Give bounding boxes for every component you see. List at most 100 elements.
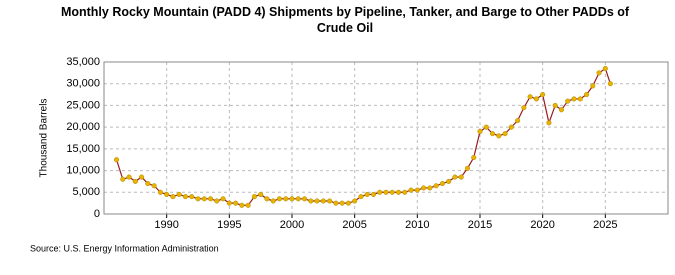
data-point	[533, 96, 539, 102]
data-point	[170, 194, 176, 200]
data-point	[489, 131, 496, 137]
y-tick-label: 5,000	[72, 186, 100, 198]
data-point	[596, 70, 602, 76]
data-line	[115, 67, 611, 206]
data-point	[602, 65, 608, 72]
data-point	[157, 189, 163, 195]
data-point	[145, 181, 151, 187]
data-point	[383, 189, 389, 195]
source: Source: U.S. Energy Information Administ…	[30, 243, 219, 253]
data-point	[327, 198, 333, 204]
data-point	[270, 198, 276, 204]
data-point	[301, 196, 308, 202]
data-point	[239, 202, 245, 208]
data-point	[314, 198, 320, 204]
data-point	[220, 196, 226, 202]
data-point	[558, 107, 565, 113]
y-tick-label: 25,000	[66, 99, 100, 111]
data-point	[527, 94, 533, 100]
data-point	[320, 198, 326, 204]
data-point	[295, 196, 301, 202]
data-point	[207, 196, 214, 202]
data-point	[370, 191, 377, 198]
data-point	[377, 189, 383, 195]
data-point	[577, 96, 583, 102]
data-point	[389, 189, 395, 195]
data-point	[339, 200, 345, 206]
data-point	[214, 198, 220, 204]
data-point	[565, 98, 571, 104]
data-point	[521, 105, 527, 111]
y-tick-label: 0	[94, 208, 100, 220]
data-point	[226, 200, 232, 206]
data-point	[352, 198, 358, 204]
y-tick-label: 30,000	[66, 78, 100, 90]
data-point	[245, 202, 251, 208]
data-point	[414, 187, 420, 193]
data-point	[289, 196, 295, 202]
data-point	[446, 178, 452, 184]
data-point	[408, 187, 414, 193]
data-point	[132, 178, 138, 184]
data-point	[201, 196, 207, 202]
data-point	[458, 174, 464, 180]
y-tick-label: 20,000	[66, 121, 100, 133]
plot-frame	[103, 61, 669, 215]
data-point	[113, 157, 120, 163]
data-point	[590, 83, 596, 89]
data-point	[477, 128, 483, 135]
x-tick-label: 2015	[468, 219, 492, 231]
data-point	[395, 189, 402, 195]
data-point	[552, 102, 558, 108]
data-point	[546, 120, 552, 126]
x-tick-label: 2000	[280, 219, 304, 231]
data-point	[540, 92, 546, 98]
data-point	[508, 124, 514, 130]
data-point	[433, 183, 439, 189]
data-point	[496, 133, 502, 139]
data-point	[502, 131, 508, 137]
data-point	[427, 185, 433, 191]
data-point	[120, 176, 126, 182]
data-point	[345, 200, 351, 206]
data-point	[151, 183, 157, 189]
data-point	[483, 124, 489, 130]
x-tick-label: 2020	[530, 219, 554, 231]
data-point	[515, 118, 521, 124]
data-point	[471, 154, 477, 161]
data-point	[358, 194, 364, 200]
data-point	[583, 92, 590, 98]
data-point	[189, 194, 195, 200]
data-point	[195, 196, 201, 202]
data-point	[164, 191, 170, 198]
data-point	[333, 200, 339, 206]
data-point	[464, 165, 471, 171]
x-tick-label: 2010	[405, 219, 429, 231]
data-point	[176, 191, 182, 198]
y-tick-label: 35,000	[66, 56, 100, 68]
data-point	[233, 200, 239, 206]
data-point	[251, 194, 257, 200]
y-axis-label: Thousand Barrels	[39, 99, 50, 178]
data-point	[402, 189, 408, 195]
y-tick-label: 15,000	[66, 143, 100, 155]
data-point	[439, 181, 445, 187]
data-point	[571, 96, 577, 102]
data-point	[308, 198, 314, 204]
chart-title: Monthly Rocky Mountain (PADD 4) Shipment…	[60, 5, 630, 35]
data-point	[283, 196, 289, 202]
data-point	[421, 185, 427, 191]
data-point	[264, 196, 270, 202]
data-point	[452, 174, 458, 180]
data-point	[182, 194, 189, 200]
x-tick-label: 2005	[342, 219, 366, 231]
x-tick-label: 2025	[593, 219, 617, 231]
data-point	[607, 81, 613, 87]
data-point	[126, 174, 132, 180]
x-tick-label: 1995	[217, 219, 241, 231]
data-point	[364, 191, 370, 198]
y-tick-label: 10,000	[66, 164, 100, 176]
data-point	[276, 196, 283, 202]
